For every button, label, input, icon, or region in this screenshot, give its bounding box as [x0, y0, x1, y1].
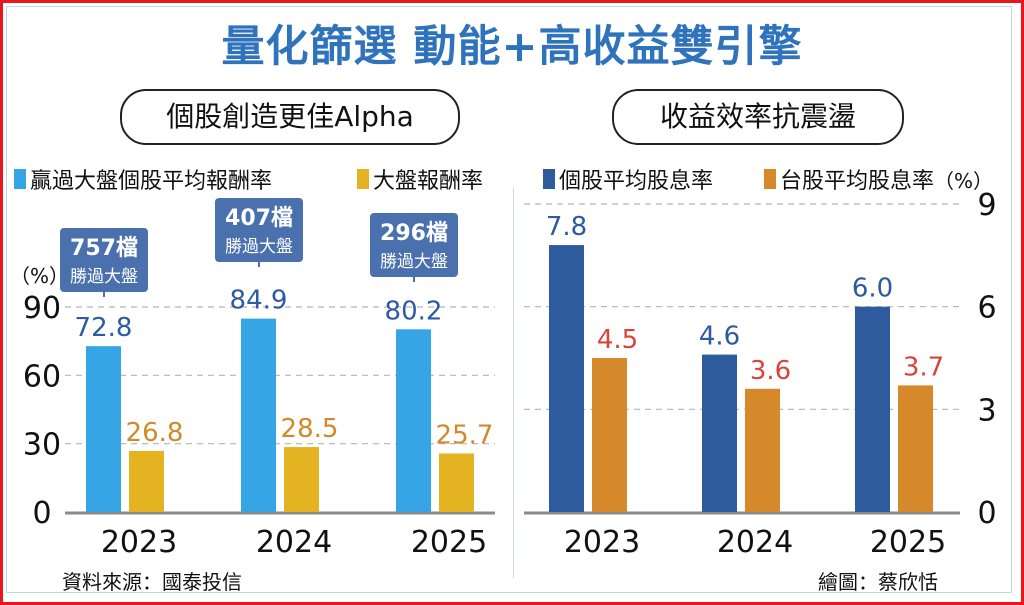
drawing-credit: 繪圖：蔡欣恬	[818, 570, 938, 594]
y-tick-label: 0	[977, 496, 996, 531]
bar-primary-2023	[549, 245, 584, 513]
y-tick-label: 60	[23, 359, 61, 394]
y-tick-label: 90	[23, 291, 61, 326]
bar-secondary-2023	[129, 450, 164, 512]
left-unit-label: （%）	[10, 264, 69, 288]
data-label: 7.8	[546, 212, 587, 242]
y-tick-label: 9	[977, 188, 996, 223]
right-panel-title: 收益效率抗震盪	[612, 89, 904, 145]
source-credit: 資料來源：國泰投信	[62, 570, 242, 594]
callout-box	[215, 198, 303, 262]
legend-label: 個股平均股息率	[559, 169, 714, 194]
data-label: 3.6	[750, 356, 791, 386]
callout-count: 407檔	[225, 205, 293, 231]
figure-title: 量化篩選 動能+高收益雙引擎	[221, 22, 803, 72]
legend-swatch	[14, 169, 26, 189]
legend-label: 大盤報酬率	[373, 169, 484, 194]
y-tick-label: 0	[32, 496, 51, 531]
data-label: 28.5	[281, 414, 339, 444]
x-tick-label: 2025	[411, 525, 487, 560]
bar-primary-2025	[396, 329, 431, 512]
legend-label: 台股平均股息率	[780, 169, 935, 194]
data-label: 80.2	[385, 296, 443, 326]
data-label: 26.8	[126, 418, 184, 448]
y-tick-label: 3	[977, 393, 996, 428]
left-panel-title: 個股創造更佳Alpha	[120, 89, 460, 145]
data-label: 3.7	[903, 352, 944, 382]
legend-item-outperform-return: 贏過大盤個股平均報酬率	[14, 163, 272, 195]
data-label: 4.6	[699, 322, 740, 352]
callout-text: 勝過大盤	[70, 267, 138, 287]
bar-primary-2024	[241, 318, 276, 512]
y-tick-label: 30	[23, 428, 61, 463]
x-tick-label: 2025	[870, 525, 946, 560]
x-tick-label: 2024	[717, 525, 793, 560]
bar-primary-2023	[86, 346, 121, 512]
legend-swatch	[543, 169, 555, 189]
callout-box	[370, 213, 458, 277]
x-tick-label: 2024	[256, 525, 332, 560]
legend-item-taiex-yield: 台股平均股息率 （%）	[764, 163, 993, 195]
bar-secondary-2023	[592, 358, 627, 512]
figure-inner-border	[6, 6, 1012, 593]
data-label: 84.9	[230, 286, 288, 316]
data-label: 6.0	[852, 274, 893, 304]
bar-primary-2024	[702, 354, 737, 512]
x-tick-label: 2023	[564, 525, 640, 560]
bar-secondary-2024	[745, 388, 780, 512]
x-tick-label: 2023	[101, 525, 177, 560]
data-label: 4.5	[597, 325, 638, 355]
callout-text: 勝過大盤	[380, 252, 448, 272]
panel-divider	[513, 188, 514, 578]
legend-swatch	[764, 169, 776, 189]
bar-primary-2025	[855, 306, 890, 512]
callout-count: 757檔	[70, 235, 138, 261]
callout-text: 勝過大盤	[225, 237, 293, 257]
data-label: 72.8	[75, 313, 133, 343]
bar-secondary-2024	[284, 447, 319, 512]
legend-label: 贏過大盤個股平均報酬率	[30, 169, 273, 194]
bar-secondary-2025	[439, 453, 474, 512]
legend-item-market-return: 大盤報酬率	[357, 163, 483, 195]
callout-count: 296檔	[380, 220, 448, 246]
legend-item-stock-yield: 個股平均股息率	[543, 163, 713, 195]
data-label: 25.7	[436, 420, 494, 450]
y-tick-label: 6	[977, 291, 996, 326]
right-unit-label: （%）	[934, 168, 994, 193]
legend-swatch	[357, 169, 369, 189]
bar-secondary-2025	[898, 385, 933, 512]
callout-box	[60, 228, 148, 292]
